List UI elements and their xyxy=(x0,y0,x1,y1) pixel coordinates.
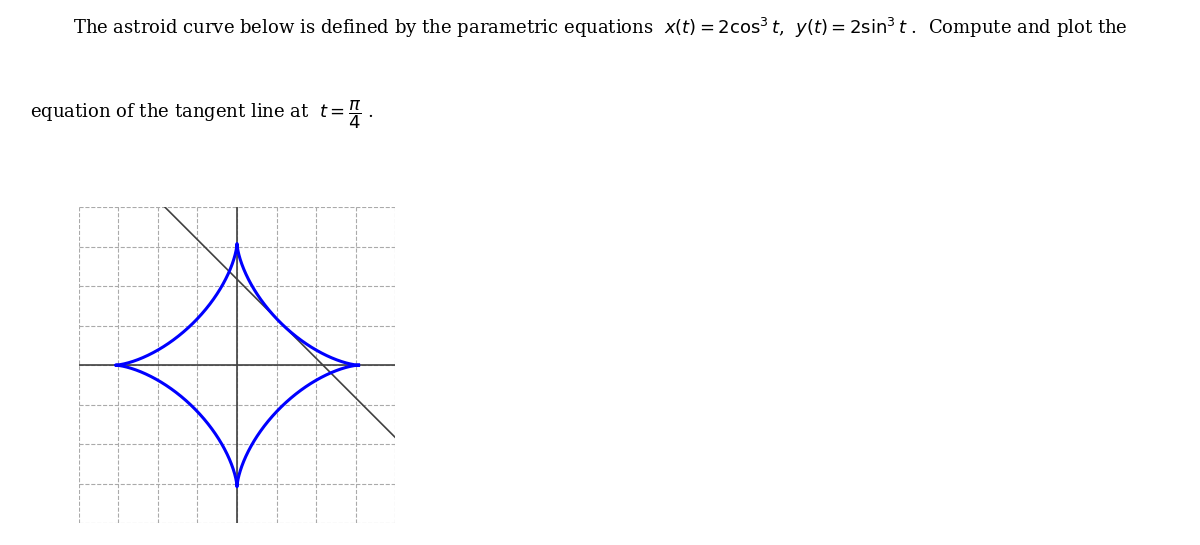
Text: equation of the tangent line at  $t=\dfrac{\pi}{4}$ .: equation of the tangent line at $t=\dfra… xyxy=(30,98,374,131)
Text: The astroid curve below is defined by the parametric equations  $x(t)=2\cos^3 t$: The astroid curve below is defined by th… xyxy=(73,16,1127,40)
